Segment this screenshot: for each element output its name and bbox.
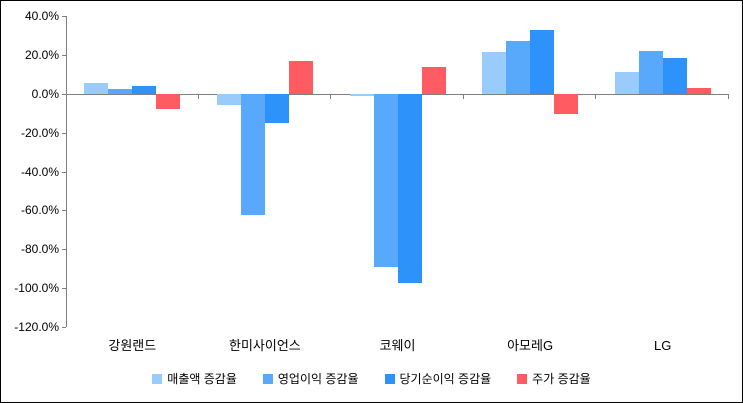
- y-axis-label: -20.0%: [20, 126, 59, 140]
- category-label: 강원랜드: [108, 338, 157, 353]
- bar: [686, 87, 711, 94]
- bar: [421, 66, 446, 94]
- y-axis-label: 40.0%: [24, 9, 59, 23]
- bar: [638, 50, 663, 94]
- legend-swatch-icon: [384, 374, 395, 384]
- legend-label: 주가 증감율: [532, 372, 591, 386]
- bar: [288, 60, 313, 94]
- legend-item: 주가 증감율: [517, 372, 591, 386]
- y-axis-tick: [62, 327, 66, 328]
- legend: 매출액 증감율 영업이익 증감율 당기순이익 증감율 주가 증감율: [1, 372, 742, 386]
- y-axis-tick: [62, 55, 66, 56]
- bar: [506, 41, 531, 94]
- bar: [373, 94, 398, 267]
- x-axis-tick: [330, 94, 331, 99]
- category-label: 코웨이: [379, 338, 416, 353]
- bar: [554, 94, 579, 115]
- y-axis-tick: [62, 16, 66, 17]
- category-label: 아모레G: [507, 338, 554, 353]
- plot-area: 40.0% 20.0% 0.0% -20.0% -40.0% -60.0% -80.0% -1…: [14, 9, 729, 334]
- x-axis-tick: [595, 94, 596, 99]
- bar: [240, 94, 265, 216]
- y-axis-tick: [62, 210, 66, 211]
- bar: [108, 89, 133, 94]
- y-axis-line: [66, 16, 67, 327]
- y-axis-tick: [62, 172, 66, 173]
- bar: [614, 72, 639, 94]
- y-axis-label: -100.0%: [14, 281, 59, 295]
- x-axis-tick: [463, 94, 464, 99]
- legend-swatch-icon: [152, 374, 163, 384]
- y-axis-tick: [62, 94, 66, 95]
- legend-item: 매출액 증감율: [152, 372, 237, 386]
- y-axis-label: -60.0%: [20, 203, 59, 217]
- y-axis-label: 20.0%: [24, 48, 59, 62]
- legend-label: 영업이익 증감율: [277, 372, 359, 386]
- bar: [662, 57, 687, 94]
- x-axis-tick: [198, 94, 199, 99]
- legend-swatch-icon: [262, 374, 273, 384]
- legend-label: 당기순이익 증감율: [399, 372, 492, 386]
- bar: [264, 94, 289, 124]
- bar: [156, 94, 181, 109]
- bar: [84, 82, 109, 94]
- bar: [530, 29, 555, 94]
- y-axis-tick: [62, 288, 66, 289]
- y-axis-tick: [62, 133, 66, 134]
- bar: [349, 94, 374, 96]
- category-axis-labels: 강원랜드 한미사이언스 코웨이 아모레G LG: [66, 337, 729, 355]
- legend-label: 매출액 증감율: [167, 372, 237, 386]
- category-label: LG: [654, 338, 672, 353]
- y-axis-tick: [62, 249, 66, 250]
- bar: [397, 94, 422, 283]
- y-axis-label: -40.0%: [20, 165, 59, 179]
- category-label: 한미사이언스: [229, 338, 301, 353]
- legend-item: 당기순이익 증감율: [384, 372, 492, 386]
- bar: [216, 94, 241, 105]
- bar: [132, 85, 157, 94]
- bar: [482, 51, 507, 94]
- y-axis-label: 0.0%: [31, 87, 59, 101]
- y-axis-label: -80.0%: [20, 242, 59, 256]
- x-axis-tick: [728, 94, 729, 99]
- y-axis-label: -120.0%: [14, 320, 59, 334]
- legend-swatch-icon: [517, 374, 528, 384]
- legend-item: 영업이익 증감율: [262, 372, 359, 386]
